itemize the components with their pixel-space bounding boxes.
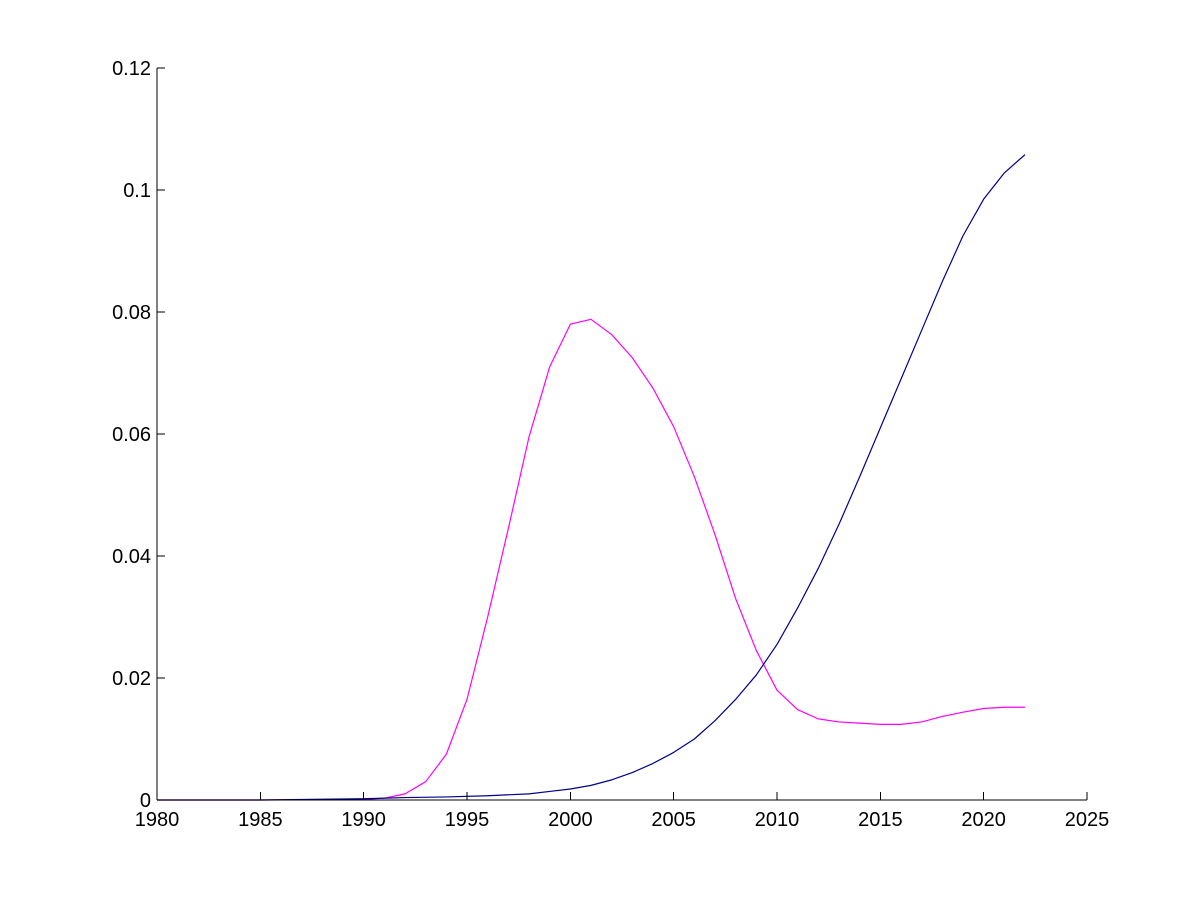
y-tick-label: 0.06	[112, 424, 151, 446]
x-axis-ticks: 1980 1985 1990 1995 2000 2005 2010 2015 2020 2025	[135, 792, 1110, 831]
x-tick-label: 2005	[651, 809, 696, 831]
x-tick-label: 2015	[858, 809, 903, 831]
x-tick-label: 2010	[755, 809, 800, 831]
y-axis-ticks: 0 0.02 0.04 0.06 0.08 0.1 0.12	[112, 58, 165, 812]
y-tick-label: 0.02	[112, 668, 151, 690]
y-tick-label: 0.12	[112, 58, 151, 80]
x-tick-label: 2025	[1065, 809, 1110, 831]
series-layer	[157, 154, 1026, 801]
x-tick-label: 2020	[961, 809, 1006, 831]
y-tick-label: 0.04	[112, 546, 151, 568]
axes	[156, 68, 1087, 801]
series-line-1	[157, 318, 1025, 801]
y-tick-label: 0.08	[112, 302, 151, 324]
y-tick-label: 0	[140, 790, 151, 812]
y-tick-label: 0.1	[123, 180, 151, 202]
series-line-2	[157, 154, 1026, 801]
x-tick-label: 1980	[135, 809, 180, 831]
x-tick-label: 1985	[238, 809, 283, 831]
x-tick-label: 2000	[548, 809, 593, 831]
x-tick-label: 1995	[445, 809, 490, 831]
x-tick-label: 1990	[341, 809, 386, 831]
